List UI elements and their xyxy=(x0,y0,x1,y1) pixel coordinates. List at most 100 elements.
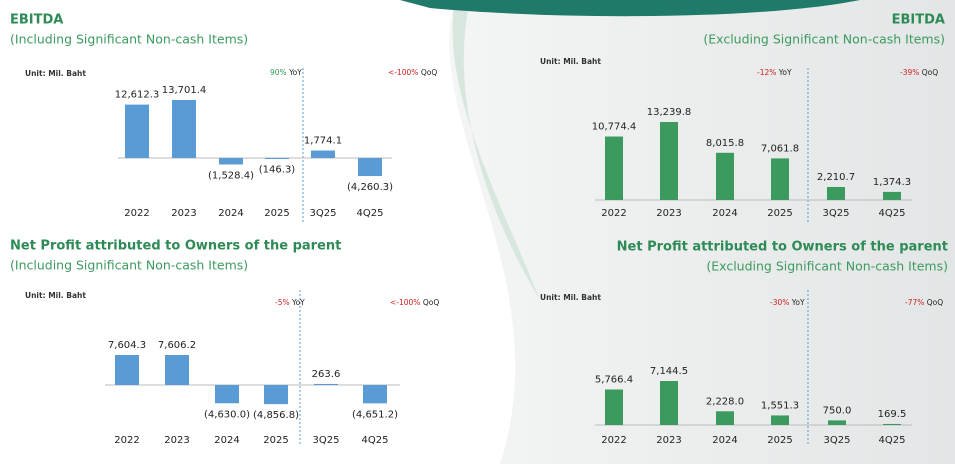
annotation-value: -30% xyxy=(770,298,789,307)
value-label: 7,144.5 xyxy=(650,366,688,377)
category-label: 2025 xyxy=(264,208,289,219)
chart-title: Net Profit attributed to Owners of the p… xyxy=(617,240,948,255)
bar xyxy=(172,100,196,158)
category-label: 2023 xyxy=(656,435,681,446)
value-label: 169.5 xyxy=(878,409,907,420)
value-label: 7,604.3 xyxy=(108,340,146,351)
bar xyxy=(215,385,239,404)
bar xyxy=(883,423,901,425)
annotation-suffix: QoQ xyxy=(423,298,439,307)
annotation-suffix: YoY xyxy=(791,298,805,307)
category-label: 2024 xyxy=(218,208,243,219)
annotation: 90% YoY xyxy=(270,68,302,77)
category-label: 2023 xyxy=(656,208,681,219)
annotation-suffix: QoQ xyxy=(927,298,943,307)
bar xyxy=(883,191,901,200)
annotation-value: -5% xyxy=(275,298,290,307)
value-label: 5,766.4 xyxy=(595,374,633,385)
category-label: 2023 xyxy=(164,435,189,446)
category-label: 2022 xyxy=(124,208,149,219)
annotation: -77% QoQ xyxy=(905,298,943,307)
value-label: 1,774.1 xyxy=(304,135,342,146)
value-label: 1,551.3 xyxy=(761,400,799,411)
value-label: (4,856.8) xyxy=(253,410,299,421)
annotation-value: -39% xyxy=(900,68,919,77)
bar xyxy=(828,420,846,425)
category-label: 2025 xyxy=(263,435,288,446)
value-label: 10,774.4 xyxy=(592,122,637,133)
bar xyxy=(771,158,789,200)
bar xyxy=(660,381,678,425)
annotation-value: -77% xyxy=(905,298,924,307)
annotation-suffix: QoQ xyxy=(922,68,938,77)
chart-subtitle: (Excluding Significant Non-cash Items) xyxy=(703,32,945,47)
value-label: 13,701.4 xyxy=(162,85,207,96)
chart-title: EBITDA xyxy=(10,13,63,28)
annotation: -12% YoY xyxy=(757,68,792,77)
annotation: <-100% QoQ xyxy=(388,68,437,77)
annotation: -30% YoY xyxy=(770,298,805,307)
category-label: 2024 xyxy=(712,435,737,446)
category-label: 2024 xyxy=(214,435,239,446)
bar xyxy=(660,122,678,200)
bar xyxy=(264,385,288,405)
unit-label: Unit: Mil. Baht xyxy=(540,57,601,66)
annotation-value: <-100% xyxy=(390,298,420,307)
annotation-suffix: YoY xyxy=(778,68,792,77)
bar xyxy=(125,104,149,158)
value-label: (1,528.4) xyxy=(208,170,254,181)
bar xyxy=(827,186,845,200)
bar xyxy=(314,383,338,385)
category-label: 2025 xyxy=(767,208,792,219)
annotation-value: <-100% xyxy=(388,68,418,77)
unit-label: Unit: Mil. Baht xyxy=(540,293,601,302)
annotation-suffix: YoY xyxy=(288,68,302,77)
unit-label: Unit: Mil. Baht xyxy=(25,69,86,78)
chart-title: Net Profit attributed to Owners of the p… xyxy=(10,239,341,254)
bar xyxy=(605,136,623,200)
bar xyxy=(311,150,335,158)
chart-subtitle: (Excluding Significant Non-cash Items) xyxy=(706,259,948,274)
value-label: 2,228.0 xyxy=(706,396,744,407)
bar xyxy=(165,355,189,385)
value-label: (4,630.0) xyxy=(204,409,250,420)
value-label: (146.3) xyxy=(259,165,296,176)
bar xyxy=(219,158,243,165)
photo-panel xyxy=(449,0,955,464)
bar xyxy=(358,158,382,177)
bar xyxy=(716,152,734,200)
category-label: 2023 xyxy=(171,208,196,219)
value-label: 750.0 xyxy=(823,405,852,416)
category-label: 3Q25 xyxy=(824,435,851,446)
category-label: 4Q25 xyxy=(362,435,389,446)
value-label: 263.6 xyxy=(312,369,341,380)
chart-subtitle: (Including Significant Non-cash Items) xyxy=(10,258,248,273)
category-label: 2022 xyxy=(601,435,626,446)
bar xyxy=(771,415,789,425)
annotation-value: -12% xyxy=(757,68,776,77)
value-label: (4,651.2) xyxy=(352,409,398,420)
category-label: 2022 xyxy=(601,208,626,219)
value-label: 7,061.8 xyxy=(761,143,799,154)
category-label: 2022 xyxy=(114,435,139,446)
value-label: 12,612.3 xyxy=(115,90,160,101)
value-label: 7,606.2 xyxy=(158,340,196,351)
category-label: 3Q25 xyxy=(313,435,340,446)
bar xyxy=(115,355,139,385)
category-label: 3Q25 xyxy=(310,208,337,219)
bar xyxy=(363,385,387,404)
value-label: 2,210.7 xyxy=(817,172,855,183)
unit-label: Unit: Mil. Baht xyxy=(25,291,86,300)
value-label: 13,239.8 xyxy=(647,107,692,118)
annotation: <-100% QoQ xyxy=(390,298,439,307)
chart-subtitle: (Including Significant Non-cash Items) xyxy=(10,32,248,47)
annotation-value: 90% xyxy=(270,68,287,77)
category-label: 4Q25 xyxy=(357,208,384,219)
annotation-suffix: YoY xyxy=(291,298,305,307)
value-label: 1,374.3 xyxy=(873,177,911,188)
annotation: -39% QoQ xyxy=(900,68,938,77)
category-label: 4Q25 xyxy=(879,208,906,219)
top-band xyxy=(400,0,860,17)
bar xyxy=(605,389,623,425)
